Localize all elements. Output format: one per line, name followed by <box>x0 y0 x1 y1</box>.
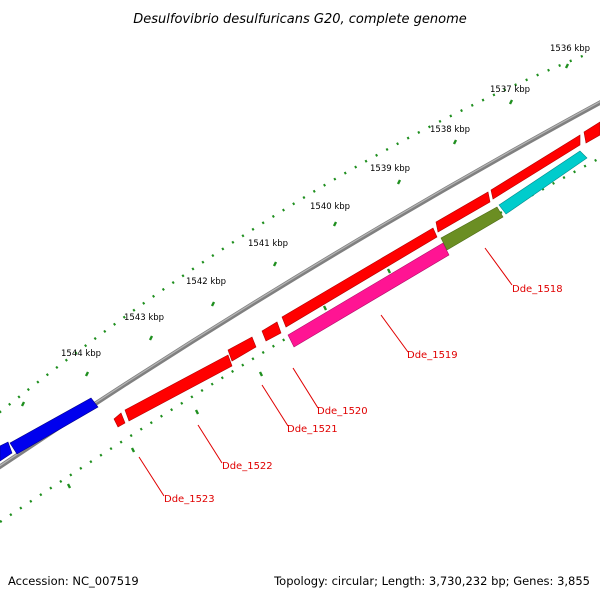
feature-red-d <box>281 227 438 328</box>
gene-label-dde-1520: Dde_1520 <box>317 406 368 417</box>
tick-label-1539: 1539 kbp <box>370 164 410 174</box>
gene-label-dde-1521: Dde_1521 <box>287 424 338 435</box>
tick-label-1537: 1537 kbp <box>490 85 530 95</box>
minus-strand-features <box>0 150 588 462</box>
gene-dde-1519 <box>287 242 450 348</box>
outer-scale-ring <box>0 53 586 414</box>
genome-backbone <box>0 100 600 470</box>
gene-labels: Dde_1518 Dde_1519 Dde_1520 Dde_1521 Dde_… <box>164 284 563 505</box>
gene-dde-1523 <box>113 412 126 428</box>
gene-label-dde-1519: Dde_1519 <box>407 350 458 361</box>
gene-dde-1522 <box>124 354 233 422</box>
feature-red-a <box>490 134 581 200</box>
gene-dde-1518 <box>440 206 504 251</box>
accession-text: Accession: NC_007519 <box>8 574 139 588</box>
tick-label-1542: 1542 kbp <box>186 277 226 287</box>
outer-scale-major-ticks <box>20 63 570 407</box>
feature-blue-a <box>9 397 99 455</box>
tick-label-1543: 1543 kbp <box>124 313 164 323</box>
tick-label-1536: 1536 kbp <box>550 44 590 54</box>
gene-label-dde-1518: Dde_1518 <box>512 284 563 295</box>
tick-label-1538: 1538 kbp <box>430 125 470 135</box>
tick-label-1544: 1544 kbp <box>61 349 101 359</box>
gene-leader-lines <box>138 247 513 497</box>
feature-red-b <box>583 121 600 144</box>
tick-label-1541: 1541 kbp <box>248 239 288 249</box>
tick-label-1540: 1540 kbp <box>310 202 350 212</box>
feature-red-c <box>435 191 491 233</box>
plus-strand-features <box>281 121 600 328</box>
gene-dde-1520 <box>261 321 282 342</box>
tick-labels: 1536 kbp 1537 kbp 1538 kbp 1539 kbp 1540… <box>61 44 590 359</box>
map-title: Desulfovibrio desulfuricans G20, complet… <box>133 12 467 27</box>
gene-label-dde-1522: Dde_1522 <box>222 461 273 472</box>
feature-blue-b <box>0 441 13 462</box>
gene-label-dde-1523: Dde_1523 <box>164 494 215 505</box>
gene-dde-1521 <box>227 336 257 362</box>
feature-cyan <box>498 150 588 215</box>
genome-summary-text: Topology: circular; Length: 3,730,232 bp… <box>273 574 590 588</box>
